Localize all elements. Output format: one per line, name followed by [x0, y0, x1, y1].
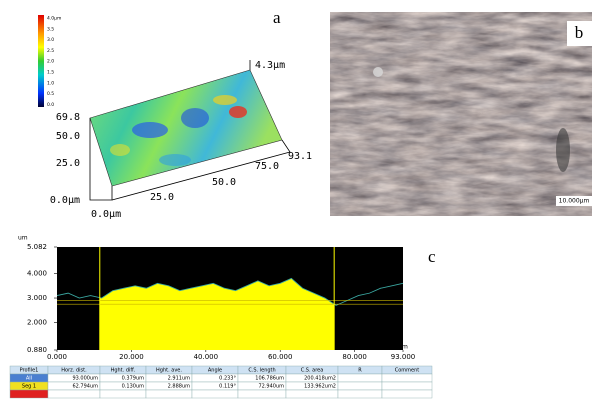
table-cell [338, 390, 382, 398]
y-tick-label: 3.000 [27, 294, 47, 302]
surface-patch [181, 108, 209, 128]
x-axis-label: 50.0 [212, 177, 236, 188]
table-text: 200.418um2 [304, 376, 336, 382]
table-text: 0.119° [219, 384, 236, 390]
x-unit: um [398, 344, 408, 351]
colorbar-label: 0.0 [47, 102, 54, 108]
surface-patch [132, 122, 168, 138]
table-header: C.S. length [248, 368, 275, 374]
colorbar-label: 1.5 [47, 70, 54, 76]
x-tick-label: 60.000 [268, 353, 293, 361]
profile-table: Profile1 Horz. dist. Hght. diff. Hght. ave.… [10, 366, 432, 398]
x-axis-label: 75.0 [255, 161, 279, 172]
colorbar-label: 4.0µm [47, 16, 61, 22]
x-tick-label: 93.000 [391, 353, 416, 361]
table-text: 2.888um [168, 384, 190, 390]
y-tick-label: 4.000 [27, 270, 47, 278]
table-header: R [358, 368, 362, 374]
colorbar-label: 2.0 [47, 59, 54, 65]
table-text: 0.130um [122, 384, 144, 390]
micrograph-feature [373, 67, 383, 77]
y-axis-label: 50.0 [56, 131, 80, 142]
scale-bar: 10.000µm [559, 198, 590, 205]
surface-patch [110, 144, 130, 156]
y-axis-label: 69.8 [56, 112, 80, 123]
table-text: All [26, 376, 32, 382]
x-axis-label: 25.0 [150, 192, 174, 203]
y-tick-label: 0.880 [27, 346, 47, 354]
table-header: Angle [208, 368, 222, 374]
y-tick-label: 5.082 [27, 243, 47, 251]
table-cell [286, 390, 338, 398]
colorbar-label: 3.0 [47, 37, 54, 43]
y-axis-label: 0.0µm [50, 195, 80, 206]
surface-patch [159, 154, 191, 166]
table-cell [238, 390, 286, 398]
origin-label: 0.0µm [91, 209, 121, 220]
table-text: 106.786um [255, 376, 284, 382]
colorbar-label: 0.5 [47, 91, 54, 97]
table-text: 62.794um [72, 384, 98, 390]
table-text: 0.233° [219, 376, 236, 382]
table-text: 93.000um [72, 376, 98, 382]
colorbar [38, 15, 44, 107]
table-cell [146, 390, 192, 398]
table-text: Seg 1 [22, 384, 36, 390]
table-text: 2.911um [168, 376, 190, 382]
panel-a: a 4.3µm 0.0µm 4.0µm 3.5 3.0 2.5 2.0 1.5 1.0 0.5… [38, 8, 312, 220]
table-cell [338, 374, 382, 382]
x-tick-label: 20.000 [119, 353, 144, 361]
table-cell [382, 382, 432, 390]
x-axis-label: 93.1 [288, 151, 312, 162]
colorbar-label: 1.0 [47, 80, 54, 86]
table-header: Profile1 [20, 368, 39, 374]
panel-label: a [273, 8, 281, 27]
colorbar-label: 2.5 [47, 48, 54, 54]
y-axis-label: 25.0 [56, 158, 80, 169]
colorbar-label: 3.5 [47, 26, 54, 32]
table-text: 72.940um [258, 384, 284, 390]
table-header: C.S. area [301, 368, 324, 374]
table-header: Hght. ave. [156, 368, 182, 374]
x-tick-label: 80.000 [342, 353, 367, 361]
panel-label: c [428, 247, 436, 266]
table-cell [382, 390, 432, 398]
figure: a 4.3µm 0.0µm 4.0µm 3.5 3.0 2.5 2.0 1.5 1.0 0.5… [0, 0, 592, 400]
y-tick-label: 2.000 [27, 319, 47, 327]
panel-b: b 10.000µm [330, 12, 592, 216]
table-cell [382, 374, 432, 382]
table-header: Hght. diff. [111, 368, 136, 374]
table-cell [48, 390, 100, 398]
table-text: 133.962um2 [304, 384, 336, 390]
panel-label: b [575, 23, 584, 42]
table-cell [338, 382, 382, 390]
table-header: Horz. dist. [61, 368, 87, 374]
table-cell [100, 390, 146, 398]
table-cell [10, 390, 48, 398]
micrograph-feature [556, 128, 570, 172]
x-tick-label: 0.000 [47, 353, 67, 361]
table-text: 0.379um [122, 376, 144, 382]
micrograph-texture [330, 12, 592, 216]
z-label: 4.3µm [255, 60, 285, 71]
x-tick-label: 40.000 [194, 353, 219, 361]
surface [90, 70, 282, 186]
surface-patch [213, 95, 237, 105]
surface-patch [229, 106, 247, 118]
table-cell [192, 390, 238, 398]
y-unit: um [18, 235, 28, 242]
table-header: Comment [395, 368, 420, 374]
